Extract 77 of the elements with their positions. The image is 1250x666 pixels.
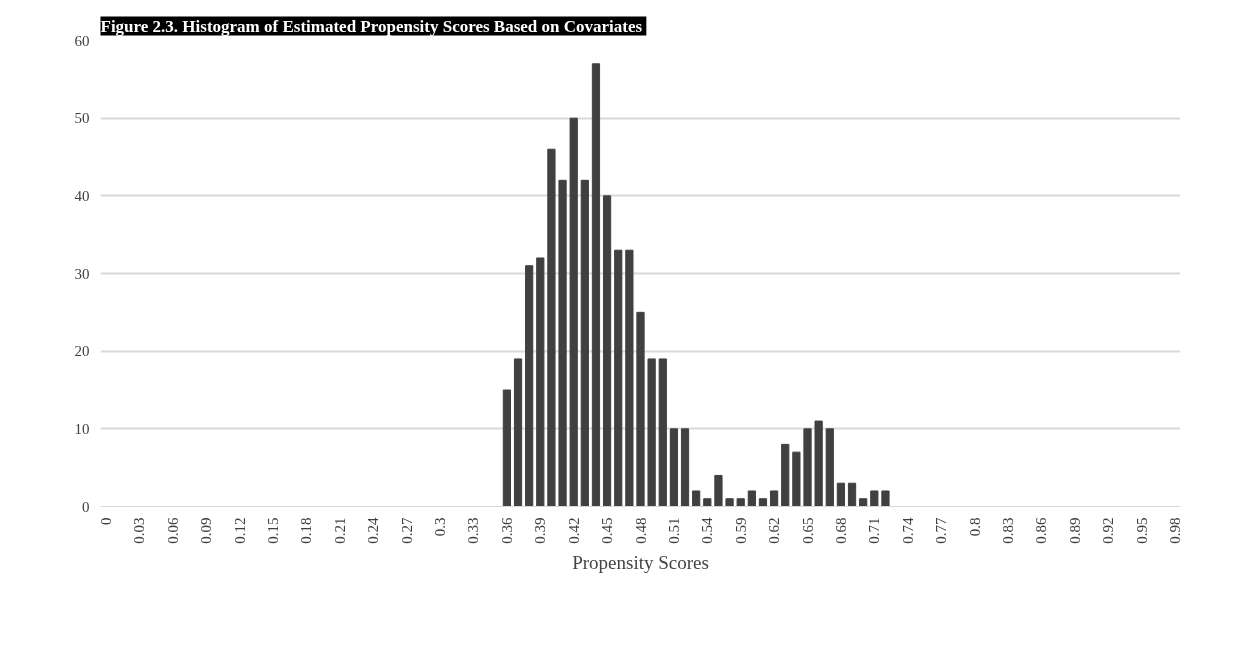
- y-tick-label: 20: [74, 343, 90, 360]
- x-tick-label: 0.98: [1166, 517, 1183, 544]
- bar: [502, 389, 512, 507]
- x-tick-label: 0.89: [1066, 517, 1083, 544]
- bar: [747, 490, 756, 507]
- bar: [692, 490, 701, 507]
- bar: [714, 474, 723, 507]
- x-tick-label: 0.39: [532, 517, 549, 544]
- bar: [647, 358, 656, 507]
- bar: [847, 482, 857, 507]
- bar: [580, 179, 589, 507]
- x-tick-label: 0.42: [565, 517, 582, 544]
- chart-title: Figure 2.3. Histogram of Estimated Propensity Scores Based on Covariates: [100, 16, 643, 36]
- x-tick-label: 0.92: [1100, 517, 1117, 544]
- bar: [703, 498, 712, 507]
- bar: [680, 428, 690, 507]
- bar: [614, 249, 623, 507]
- x-tick-label: 0.51: [665, 517, 682, 544]
- x-tick-label: 0.03: [131, 517, 148, 544]
- y-tick-label: 40: [74, 187, 90, 204]
- bar: [781, 443, 790, 507]
- x-tick-label: 0.83: [999, 517, 1016, 544]
- x-tick-label: 0.33: [465, 517, 482, 544]
- bar: [836, 482, 846, 507]
- x-tick-label: 0.62: [766, 517, 783, 544]
- bar: [758, 498, 768, 507]
- x-tick-label: 0.3: [432, 517, 449, 537]
- bar: [569, 117, 578, 507]
- x-tick-label: 0.09: [198, 517, 215, 544]
- x-tick-label: 0.65: [799, 517, 816, 544]
- x-tick-label: 0.8: [966, 517, 983, 537]
- bar: [825, 428, 834, 507]
- bar: [536, 257, 545, 507]
- bar: [525, 265, 534, 507]
- x-tick-label: 0.06: [164, 517, 181, 544]
- bar: [513, 358, 523, 507]
- y-tick-label: 30: [74, 265, 90, 282]
- y-tick-label: 50: [74, 110, 90, 127]
- bar: [814, 420, 823, 507]
- bar: [636, 311, 645, 507]
- bar: [803, 428, 812, 507]
- x-tick-label: 0.18: [298, 517, 315, 544]
- bar: [881, 490, 890, 507]
- x-tick-label: 0.74: [899, 517, 916, 544]
- y-tick-label: 60: [74, 32, 90, 49]
- x-tick-label: 0.95: [1133, 517, 1150, 544]
- bar: [792, 451, 801, 507]
- x-tick-label: 0.24: [365, 517, 382, 544]
- bar: [769, 490, 779, 507]
- y-tick-label: 0: [82, 498, 90, 515]
- bar: [625, 249, 634, 507]
- x-tick-label: 0.27: [398, 517, 415, 544]
- bar: [736, 498, 745, 507]
- x-tick-label: 0.21: [331, 517, 348, 544]
- x-tick-label: 0: [98, 517, 115, 525]
- bar: [870, 490, 879, 507]
- x-tick-label: 0.86: [1033, 517, 1050, 544]
- bar: [558, 179, 567, 507]
- x-tick-label: 0.48: [632, 517, 649, 544]
- bar: [591, 63, 601, 507]
- bar: [658, 358, 667, 507]
- x-tick-label: 0.71: [866, 517, 883, 544]
- x-axis-title: Propensity Scores: [572, 551, 709, 573]
- y-tick-label: 10: [74, 420, 90, 437]
- x-tick-label: 0.54: [699, 517, 716, 544]
- x-tick-label: 0.68: [832, 517, 849, 544]
- bar: [725, 498, 734, 507]
- x-tick-label: 0.59: [732, 517, 749, 544]
- bar: [859, 498, 868, 507]
- bar: [602, 195, 612, 507]
- x-tick-label: 0.77: [933, 517, 950, 544]
- bar: [547, 148, 556, 507]
- x-tick-label: 0.15: [265, 517, 282, 544]
- x-tick-label: 0.45: [599, 517, 616, 544]
- x-tick-label: 0.12: [231, 517, 248, 544]
- bar: [669, 428, 679, 507]
- x-tick-label: 0.36: [498, 517, 515, 544]
